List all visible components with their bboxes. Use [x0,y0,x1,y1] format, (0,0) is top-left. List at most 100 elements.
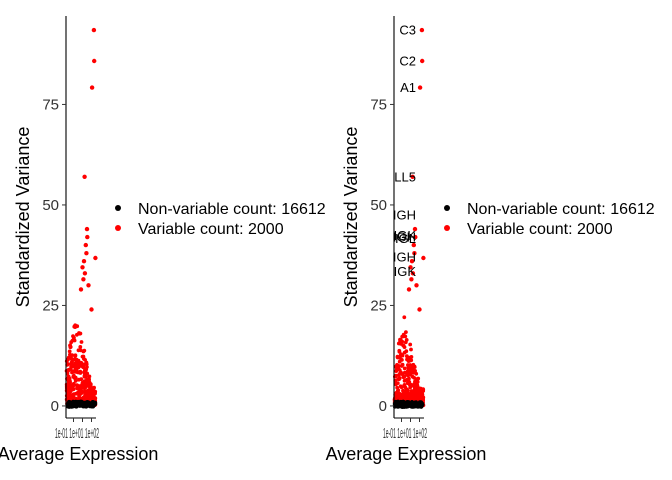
gene-label: C3 [399,23,416,38]
variable-gene-point [88,382,93,386]
variable-gene-point [76,390,80,395]
variable-gene-point [402,374,407,379]
variable-gene-point [82,395,87,400]
variable-gene-point [398,338,403,342]
variable-gene-point [66,378,71,383]
variable-gene-point [411,371,415,375]
variable-gene-point [70,353,75,357]
variable-gene-point [411,242,416,248]
variable-gene-point [402,383,407,387]
y-tick-label: 0 [51,398,59,415]
variable-gene-point [78,345,83,349]
variable-gene-point [66,362,70,367]
variable-gene-point [93,390,97,395]
nonvariable-gene-point [412,404,416,409]
variable-gene-point [412,365,417,369]
variable-gene-point [80,390,84,394]
variable-gene-point [84,226,90,232]
variable-gene-point [406,372,410,377]
variable-gene-point [71,335,76,340]
nonvariable-gene-point [68,400,72,404]
variable-gene-point [83,385,88,390]
variable-gene-point [410,271,416,276]
gene-label: IGH [393,230,416,245]
variable-gene-point [415,396,420,401]
legend-label: Variable count: 2000 [467,221,613,238]
variable-gene-point [399,364,404,368]
variable-gene-point [80,380,85,385]
y-tick-label: 75 [370,96,387,113]
variable-gene-point [75,386,79,391]
variable-gene-point [417,85,423,90]
x-tick-label: 1e-01 1e+01 1e+02 [55,425,99,442]
variable-gene-point [70,338,75,343]
variable-gene-point [79,340,84,344]
variable-gene-point [93,255,98,261]
variable-gene-point [91,27,97,33]
variable-gene-point [402,345,407,349]
variable-gene-point [84,374,88,378]
gene-label: C2 [399,54,416,69]
variable-gene-point [73,378,78,383]
variable-gene-point [394,382,398,387]
variable-gene-point [89,85,95,90]
x-axis-title: Average Expression [0,444,158,464]
variable-gene-point [414,283,419,288]
x-axis-title: Average Expression [326,444,487,464]
variable-gene-point [81,354,86,359]
variable-gene-point [85,234,90,240]
variable-gene-point [84,251,89,256]
variable-gene-point [78,331,83,336]
variable-gene-point [68,388,73,393]
variable-gene-point [86,283,91,288]
variable-gene-point [81,365,86,370]
variable-gene-point [406,287,412,292]
variable-gene-point [71,381,76,386]
nonvariable-gene-point [401,399,406,404]
y-axis-title: Standardized Variance [341,127,361,308]
nonvariable-gene-point [417,400,422,405]
legend: Non-variable count: 16612 Variable count:… [444,201,655,238]
y-axis-title: Standardized Variance [13,127,33,308]
y-tick-label: 25 [42,297,59,314]
chart-panel-1: 0 25 50 75 1e-01 1e+01 1e+02 Average Expressi… [0,16,326,464]
variable-gene-point [406,380,411,385]
variable-gene-point [404,330,408,334]
variable-gene-point [412,376,417,380]
variable-gene-point [71,369,76,374]
variable-gene-point [81,277,86,282]
variable-gene-point [73,323,78,328]
variable-gene-point [78,371,83,375]
legend-label: Non-variable count: 16612 [467,201,655,218]
variable-gene-point [412,226,418,232]
gene-label: IGH [393,250,416,265]
variable-gene-point [402,378,407,383]
variable-gene-point [408,342,413,347]
gene-label: IGL [395,231,416,246]
variable-gene-point [405,388,410,392]
variable-gene-point [397,355,402,360]
variable-gene-point [409,358,414,363]
variable-gene-point [75,332,79,337]
point-cloud [64,27,98,409]
variable-gene-point [396,373,401,377]
variable-gene-point [405,357,409,362]
variable-gene-point [77,377,81,382]
variable-gene-point [413,390,418,395]
variable-gene-point [396,388,401,393]
variable-gene-point [89,307,94,312]
nonvariable-gene-point [409,402,414,406]
legend-marker [444,225,450,231]
variable-gene-point [87,374,92,379]
variable-gene-point [81,259,87,264]
variable-gene-point [84,390,88,395]
variable-gene-point [68,393,73,398]
variable-gene-point [78,287,84,292]
legend: Non-variable count: 16612 Variable count:… [115,201,326,238]
variable-gene-point [415,383,420,388]
nonvariable-gene-point [84,403,88,408]
variable-gene-point [74,361,79,366]
gene-label: IGH [393,208,416,223]
variable-gene-point [397,340,402,345]
